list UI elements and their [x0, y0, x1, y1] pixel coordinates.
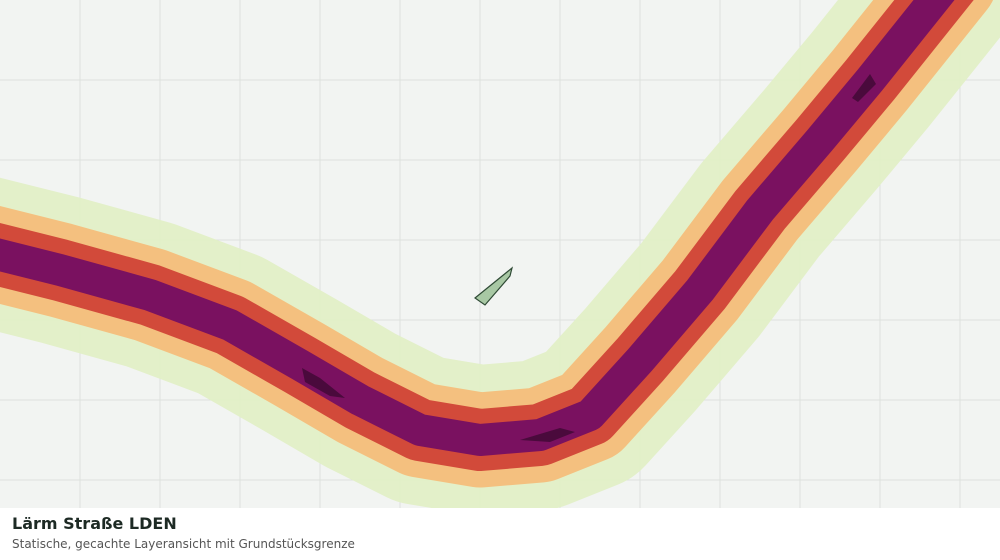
parcel-boundary [474, 266, 514, 306]
caption-bar: Lärm Straße LDEN Statische, gecachte Lay… [0, 508, 1000, 560]
noise-core [302, 368, 345, 398]
noise-core [852, 74, 876, 102]
layer-title: Lärm Straße LDEN [12, 514, 177, 533]
noise-core [520, 428, 575, 442]
map-canvas [0, 0, 1000, 508]
layer-subtitle: Statische, gecachte Layeransicht mit Gru… [12, 537, 355, 551]
